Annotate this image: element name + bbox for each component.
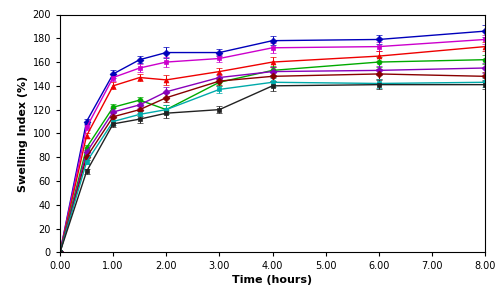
- Y-axis label: Swelling Index (%): Swelling Index (%): [18, 75, 28, 191]
- X-axis label: Time (hours): Time (hours): [232, 276, 312, 285]
